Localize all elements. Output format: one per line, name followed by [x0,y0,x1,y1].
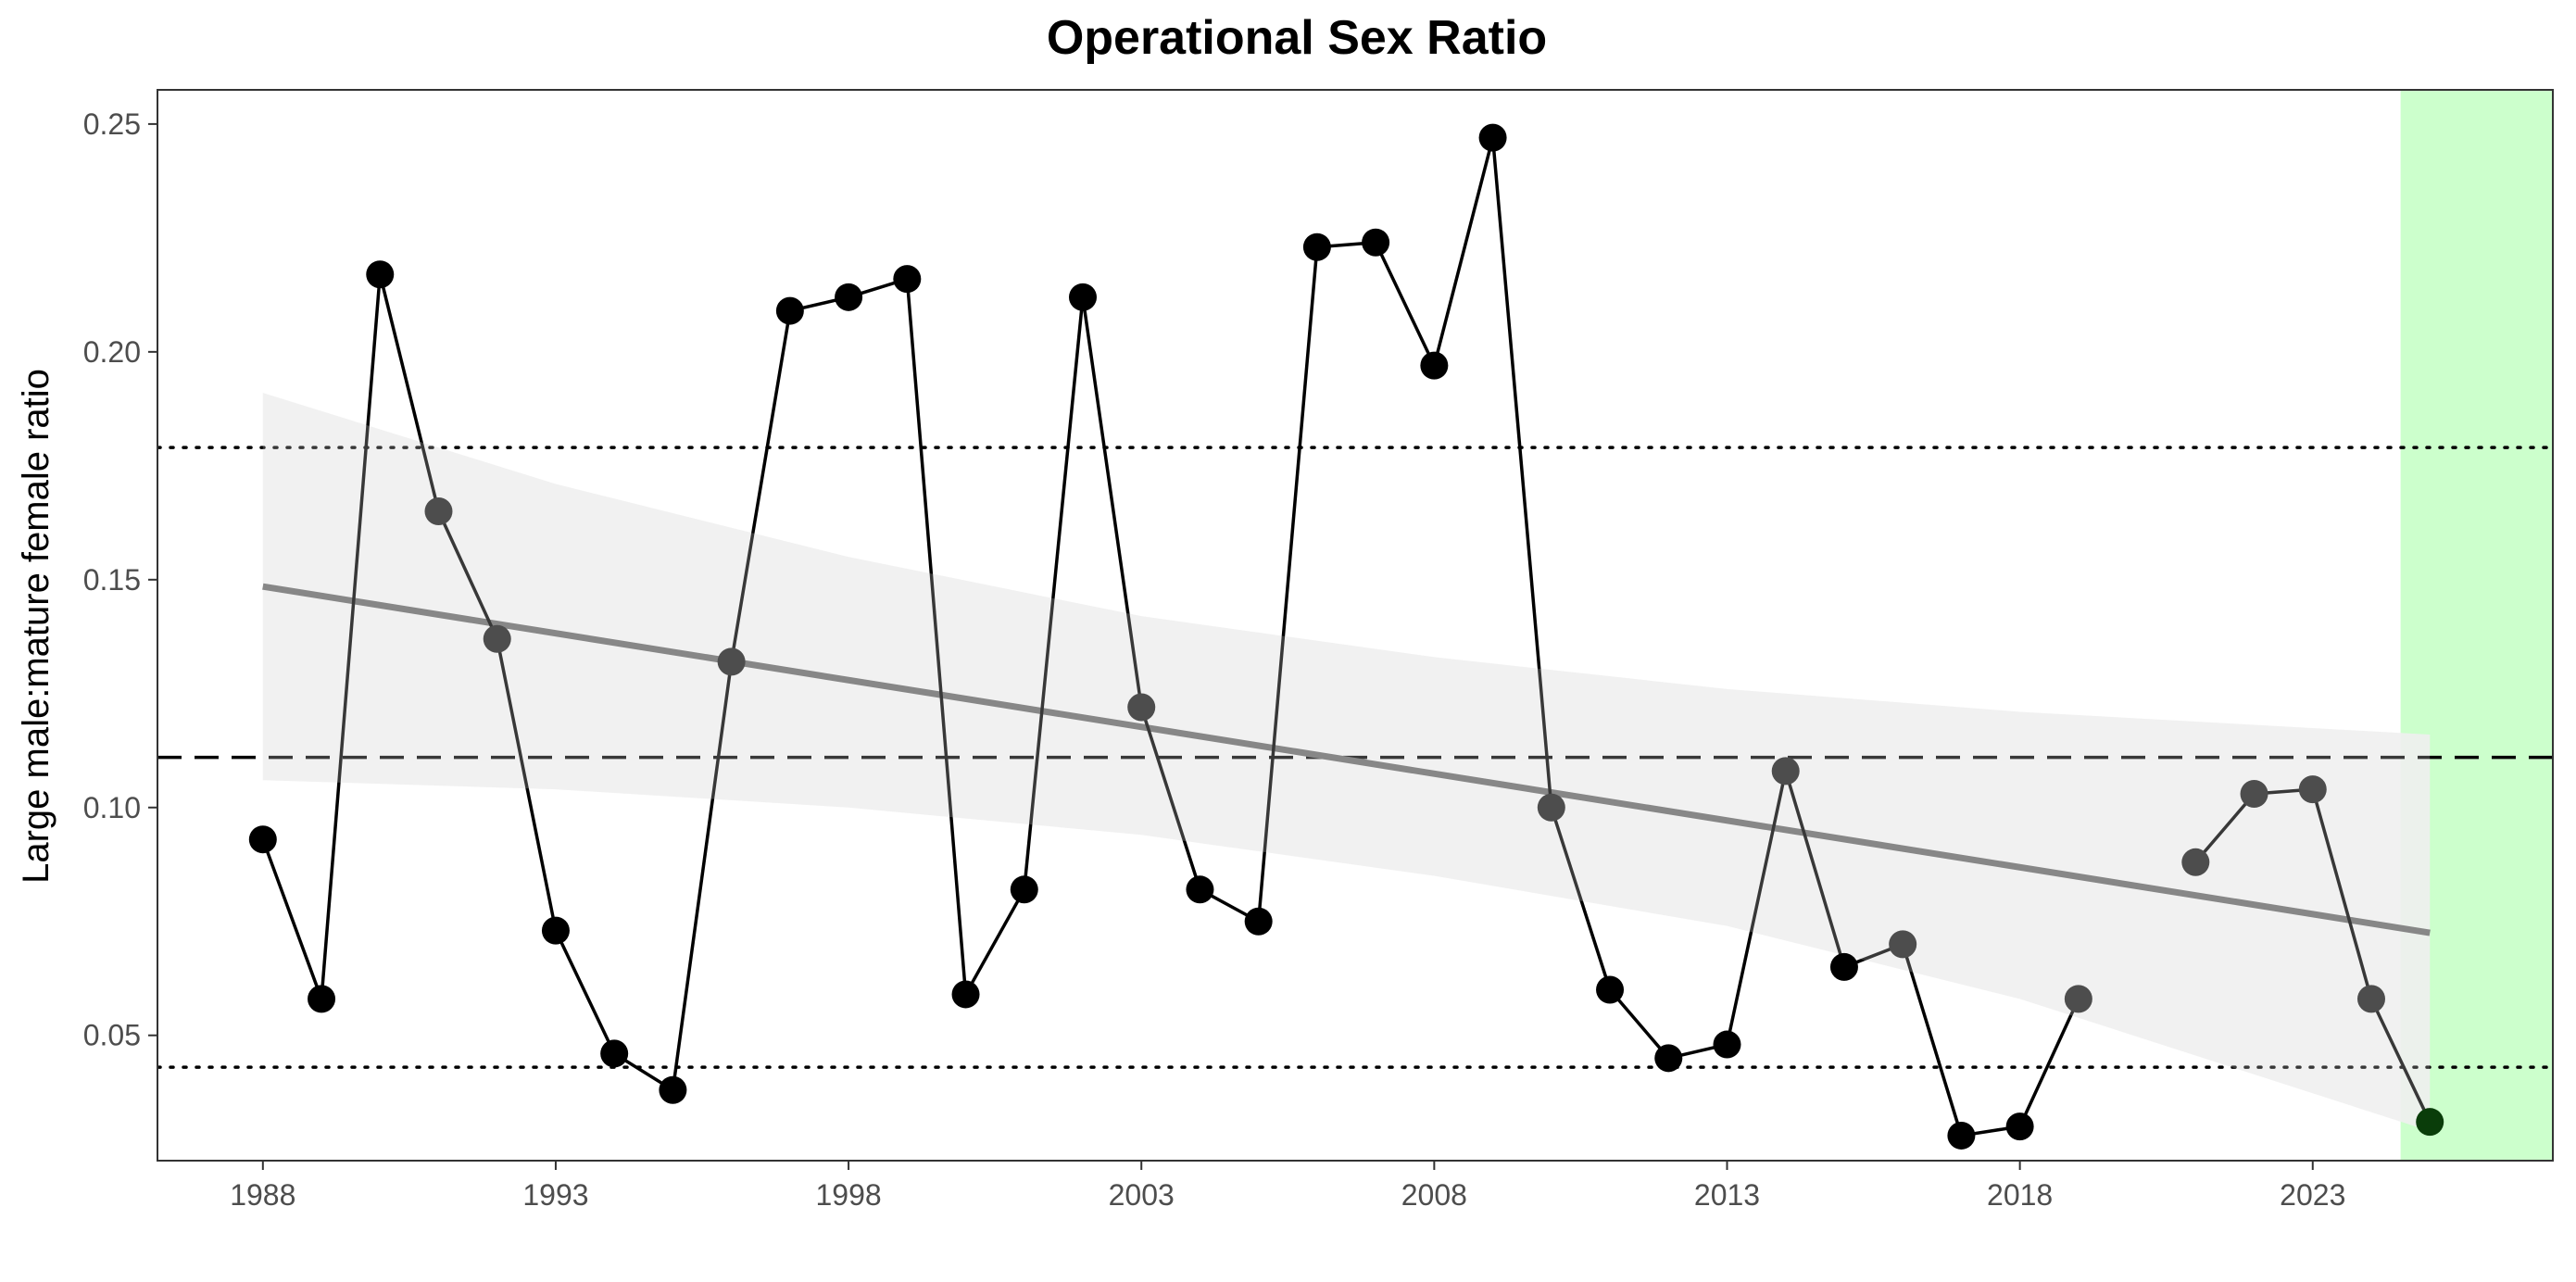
series-line-segment [1432,137,1495,367]
data-point [2416,1108,2444,1137]
chart-title: Operational Sex Ratio [1047,11,1547,65]
confidence-band-overlay [262,393,2431,1132]
x-tick-label: 1993 [522,1178,588,1212]
data-point [951,980,980,1009]
data-point [775,296,804,325]
series-line-segment [1374,242,1436,367]
data-point [1889,930,1917,959]
y-tick-label: 0.20 [83,335,141,369]
series-line-segment [1901,943,1964,1137]
trend-line [262,583,2431,936]
series-line-segment [554,929,616,1055]
series-line-segment [261,838,323,999]
x-tick-label: 2023 [2280,1178,2345,1212]
data-point [1127,693,1156,722]
data-point [2181,848,2210,876]
series-line-segment [496,638,558,931]
series-line-segment [2311,788,2373,999]
plot-border [157,89,2554,1162]
data-point [2240,780,2268,809]
data-point [835,283,863,311]
data-point [1771,757,1800,786]
series-line-segment [1081,296,1143,708]
series-line-segment [1490,137,1553,808]
data-point [1537,793,1565,822]
series-line-segment [2193,792,2256,863]
plot-area: 1988 1993 1998 2003 2008 2013 2018 2023 0.05 0.10… [83,89,2554,1212]
data-point [1947,1121,1976,1150]
series-line-segment [671,661,734,1090]
series-line-segment [964,888,1026,996]
data-point [248,825,277,854]
data-point [308,985,336,1013]
data-point [893,265,922,294]
series-line-segment [1608,988,1670,1060]
data-point [1186,875,1214,904]
series-line-segment [378,273,441,512]
data-point [366,260,395,289]
data-point [717,647,746,676]
x-tick-label: 2008 [1401,1178,1467,1212]
data-point [1010,875,1038,904]
x-tick-label: 2013 [1694,1178,1760,1212]
series-line-segment [2018,998,2080,1127]
data-point [2356,985,2385,1013]
series-line-segment [1139,707,1202,890]
data-point [541,916,570,945]
series-line-segment [1023,296,1085,890]
data-point [600,1039,629,1068]
plot-inner [157,90,2553,1161]
data-point [1244,907,1273,936]
data-point [1420,351,1449,380]
data-point [1068,283,1097,311]
data-point [424,497,453,526]
series-line-segment [1256,246,1319,922]
y-axis-label: Large male:mature female ratio [16,369,57,884]
data-point [1829,952,1858,981]
y-tick-label: 0.15 [83,563,141,597]
y-tick-label: 0.10 [83,791,141,824]
series-line-segment [729,310,792,662]
data-point [2005,1112,2034,1141]
data-point [1478,123,1507,152]
series-line-segment [1550,807,1612,991]
data-point [1302,233,1331,261]
series-line-segment [436,510,499,640]
x-tick-label: 1998 [815,1178,881,1212]
y-tick-label: 0.25 [83,107,141,141]
data-point [2298,775,2327,804]
x-tick-label: 2018 [1987,1178,2053,1212]
y-tick-label: 0.05 [83,1019,141,1052]
series-line-segment [320,274,383,999]
data-point [483,624,511,653]
data-point [2064,985,2092,1013]
data-point [1362,228,1390,257]
series-line-segment [1784,770,1846,968]
x-tick-label: 2003 [1109,1178,1175,1212]
data-point [1654,1044,1683,1073]
data-point [659,1075,687,1104]
series-line-segment [2369,998,2431,1123]
series-line-segment [905,279,968,995]
x-tick-label: 1988 [230,1178,295,1212]
data-point [1713,1030,1741,1059]
series-line-segment [1725,771,1788,1045]
data-point [1596,975,1625,1004]
